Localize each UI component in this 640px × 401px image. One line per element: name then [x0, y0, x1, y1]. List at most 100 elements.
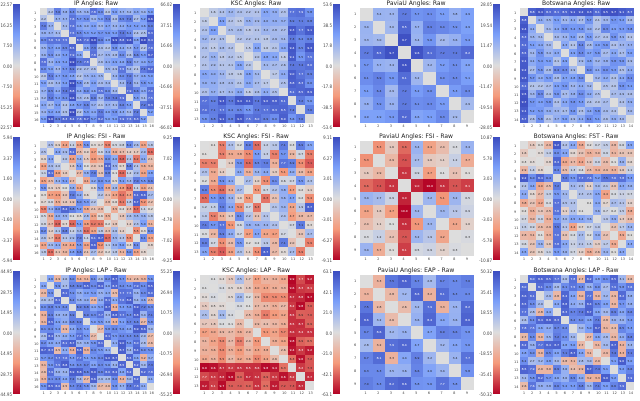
heatmap-cell: 3.6 — [398, 326, 411, 339]
heatmap-cell: 6.4 — [47, 325, 55, 333]
heatmap-cell: 0.7 — [287, 176, 297, 186]
heatmap-cell: 3.1 — [146, 220, 154, 228]
heatmap-cell: 3.0 — [577, 324, 586, 333]
heatmap-cell: 6.9 — [609, 307, 618, 317]
heatmap-cell: 4.9 — [217, 16, 227, 26]
x-tick-label: 1 — [522, 257, 526, 261]
heatmap-cell: 2.9 — [536, 365, 545, 374]
heatmap-cell: 7.9 — [132, 282, 140, 290]
heatmap-cell — [436, 351, 449, 365]
heatmap-cell: 3.6 — [398, 364, 411, 378]
heatmap-cell: 8.1 — [372, 351, 386, 365]
heatmap-cell: 0.3 — [287, 141, 297, 150]
y-tick-label: 8 — [514, 335, 517, 340]
heatmap-cell: 8.7 — [609, 340, 618, 349]
heatmap-cell: 1.1 — [139, 205, 147, 213]
heatmap-cell: 4.6 — [132, 354, 140, 362]
heatmap-cell: 6.6 — [217, 185, 227, 195]
heatmap-cell — [577, 198, 586, 207]
heatmap-cell: 3.7 — [461, 153, 474, 167]
x-tick-label: 2 — [49, 257, 52, 261]
x-tick-label: 4 — [63, 124, 67, 128]
heatmap-panel-paviau-1: 9.11 6.27 3.01 0.00 -3.01 -6.27 -9.11 PaviaU An… — [320, 133, 480, 266]
heatmap-cell: 4.3 — [118, 108, 126, 116]
y-tick-label: 13 — [194, 384, 199, 389]
heatmap-cell: 4.4 — [560, 98, 569, 107]
heatmap-cell: 8.7 — [97, 234, 105, 242]
heatmap-cell: 7.0 — [261, 158, 271, 168]
heatmap-cell — [118, 220, 126, 228]
heatmap-cell: 6.7 — [552, 324, 561, 333]
heatmap-cell: 1.4 — [528, 165, 537, 174]
heatmap-cell: 3.6 — [448, 33, 462, 47]
x-tick-label: 7 — [571, 124, 574, 128]
heatmap-cell: 2.2 — [104, 43, 112, 52]
heatmap-cell: 6.6 — [146, 148, 154, 156]
heatmap-cell: 5.5 — [296, 176, 306, 186]
heatmap-cell: 5.3 — [82, 29, 90, 37]
y-tick-label: 13 — [194, 117, 199, 122]
colorbar-tick: 11.47 — [480, 43, 492, 48]
heatmap-cell: 7.1 — [217, 247, 227, 256]
heatmap-cell: 5.0 — [568, 32, 577, 41]
y-tick-label: 5 — [34, 306, 37, 311]
heatmap-cell: 2.0 — [625, 149, 634, 158]
heatmap-cell: 4.0 — [536, 182, 545, 191]
heatmap-cell: 8.3 — [552, 316, 561, 325]
x-tick-label: 3 — [56, 391, 59, 395]
heatmap-cell: 2.0 — [252, 52, 262, 62]
heatmap-cell: 7.6 — [47, 36, 55, 44]
heatmap-cell: 5.8 — [536, 49, 545, 58]
heatmap-cell: 5.2 — [528, 106, 537, 115]
heatmap-cell: 3.0 — [568, 332, 577, 341]
heatmap-cell: 8.7 — [243, 372, 253, 382]
x-tick-label: 1 — [364, 257, 367, 261]
heatmap-cell: 1.8 — [111, 220, 119, 228]
heatmap-cell: 2.6 — [560, 275, 569, 284]
heatmap-cell: 3.0 — [585, 357, 594, 366]
heatmap-cell: 2.0 — [54, 162, 62, 170]
heatmap-cell: 4.5 — [200, 247, 209, 256]
x-tick-label: 13 — [127, 124, 133, 128]
heatmap-cell: 0.2 — [146, 205, 154, 213]
heatmap-cell: 6.3 — [68, 382, 76, 390]
heatmap-cell: 2.9 — [54, 275, 62, 283]
heatmap-cell: 4.8 — [132, 36, 140, 44]
heatmap-cell: 6.1 — [139, 282, 147, 290]
heatmap-cell: 2.9 — [139, 148, 147, 156]
heatmap-cell: 6.9 — [125, 58, 133, 66]
x-tick-label: 1 — [203, 257, 206, 261]
heatmap-cell: 8.1 — [520, 40, 529, 50]
heatmap-cell: 2.5 — [146, 296, 154, 304]
heatmap-cell: 1.4 — [226, 158, 236, 168]
heatmap-cell: 0.3 — [360, 230, 373, 244]
heatmap-cell: 3.6 — [536, 239, 545, 248]
heatmap-cell: 10.0 — [423, 179, 436, 193]
heatmap-cell: 6.9 — [89, 94, 97, 102]
heatmap-cell: 5.9 — [217, 141, 227, 150]
heatmap-cell: 1.8 — [208, 319, 218, 329]
heatmap-cell: 8.3 — [208, 372, 218, 382]
heatmap-cell — [75, 43, 83, 52]
heatmap-cell: 4.7 — [252, 229, 262, 239]
heatmap-cell: 4.1 — [261, 87, 271, 97]
heatmap-cell: 5.3 — [139, 51, 147, 59]
heatmap-cell: 2.2 — [385, 230, 398, 244]
heatmap-cell: 3.7 — [372, 59, 386, 72]
heatmap-cell: 5.3 — [118, 303, 126, 311]
heatmap-cell: 6.4 — [111, 325, 119, 333]
heatmap-cell — [305, 114, 314, 123]
heatmap-cell — [544, 299, 553, 308]
heatmap-cell: 1.5 — [601, 141, 610, 150]
heatmap-cell: 3.8 — [625, 291, 634, 300]
heatmap-cell: 6.9 — [68, 65, 76, 73]
heatmap-cell: 4.9 — [568, 49, 577, 58]
heatmap-cell: 2.1 — [146, 184, 154, 192]
heatmap-cell: 10.0 — [398, 204, 411, 218]
heatmap-cell: 6.8 — [118, 155, 126, 163]
y-tick-label: 10 — [514, 217, 519, 222]
heatmap-cell: 6.4 — [372, 84, 386, 98]
heatmap-cell: 5.2 — [436, 59, 449, 72]
colorbar-tick: -28.75 — [0, 371, 12, 377]
heatmap-cell: 5.5 — [243, 105, 253, 115]
